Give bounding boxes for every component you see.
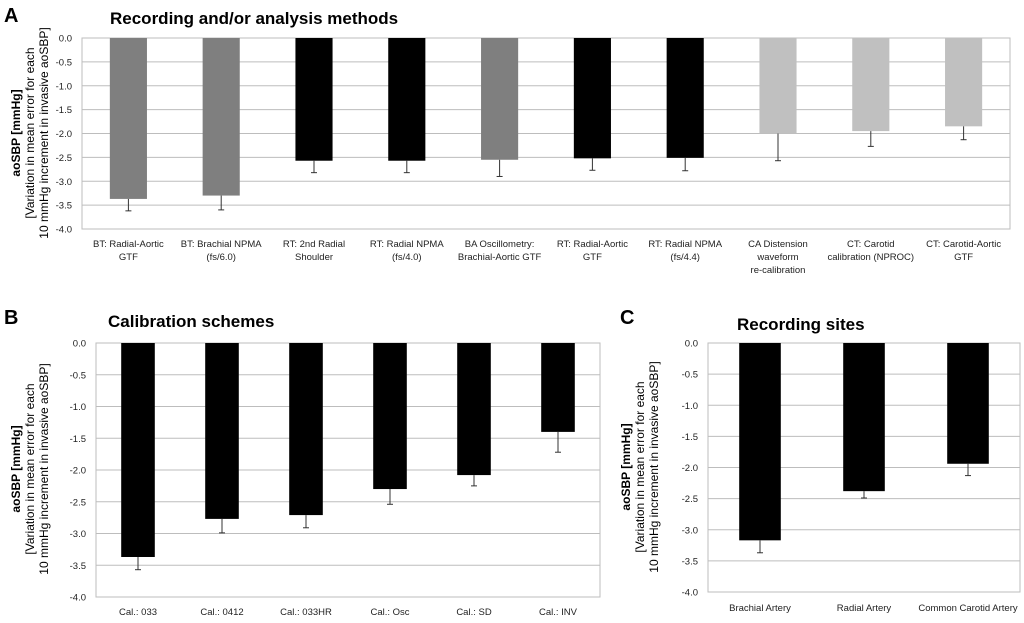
x-category-label: Cal.: 0412 — [200, 607, 243, 618]
y-tick-label: -4.0 — [70, 593, 86, 604]
y-axis-label-main-b: aoSBP [mmHg] — [9, 425, 23, 512]
y-tick-label: -3.5 — [70, 561, 86, 572]
bar — [373, 343, 407, 490]
plot-frame — [81, 37, 1011, 230]
y-tick-label: -2.0 — [56, 129, 72, 140]
x-category-label: RT: Radial NPMA (fs/4.4) — [648, 239, 722, 263]
x-category-label: Common Carotid Artery — [918, 603, 1018, 614]
plot-area-c: 0.0 -0.5 -1.0 -1.5 -2.0 -2.5 -3.0 -3.5 -4.0 Brach… — [682, 339, 1021, 614]
panel-letter-c: C — [620, 307, 634, 329]
bar — [289, 343, 323, 516]
bar — [945, 38, 983, 127]
bar — [947, 343, 989, 464]
panel-letter-b: B — [4, 307, 18, 329]
y-axis-label-line2-c: 10 mmHg increment in invasive aoSBP] — [647, 361, 661, 572]
y-axis-label-line1-a: [Variation in mean error for each — [23, 47, 37, 218]
y-tick-label: -2.0 — [70, 466, 86, 477]
chart-title-b: Calibration schemes — [108, 312, 274, 331]
y-tick-label: -3.5 — [56, 201, 72, 212]
x-category-label: CT: Carotid-Aortic GTF — [926, 239, 1001, 263]
bar — [666, 38, 704, 158]
bar — [388, 38, 426, 161]
y-axis-label-line2-b: 10 mmHg increment in invasive aoSBP] — [37, 363, 51, 574]
y-tick-label: 0.0 — [73, 339, 86, 350]
y-tick-label: -2.5 — [70, 497, 86, 508]
y-axis-label-c: aoSBP [mmHg] [Variation in mean error fo… — [619, 361, 661, 572]
chart-title-c: Recording sites — [737, 315, 865, 334]
x-category-label: RT: Radial NPMA (fs/4.0) — [370, 239, 444, 263]
bar — [205, 343, 239, 519]
x-category-label: BA Oscillometry: Brachial-Aortic GTF — [458, 239, 542, 263]
y-tick-label: -3.0 — [682, 525, 698, 536]
x-category-label: Brachial Artery — [729, 603, 791, 614]
bar — [481, 38, 519, 160]
y-axis-label-a: aoSBP [mmHg] [Variation in mean error fo… — [9, 27, 51, 238]
bar — [852, 38, 890, 132]
panel-letter-a: A — [4, 5, 18, 27]
bar — [843, 343, 885, 492]
x-category-label: Cal.: 033 — [119, 607, 157, 618]
y-tick-label: -4.0 — [56, 225, 72, 236]
y-axis-label-main-a: aoSBP [mmHg] — [9, 89, 23, 176]
x-category-label: Cal.: 033HR — [280, 607, 332, 618]
y-tick-label: -2.5 — [56, 153, 72, 164]
y-axis-label-b: aoSBP [mmHg] [Variation in mean error fo… — [9, 363, 51, 574]
bar — [121, 343, 155, 557]
y-tick-label: -1.0 — [56, 81, 72, 92]
y-axis-label-line1-b: [Variation in mean error for each — [23, 383, 37, 554]
y-tick-label: -1.5 — [682, 432, 698, 443]
bar — [109, 38, 147, 199]
y-tick-label: -1.0 — [682, 401, 698, 412]
y-tick-label: -1.0 — [70, 402, 86, 413]
plot-frame — [95, 342, 601, 598]
bar — [739, 343, 781, 541]
x-category-label: Cal.: INV — [539, 607, 578, 618]
y-tick-label: -4.0 — [682, 588, 698, 599]
x-category-label: CA Distension waveform re-calibration — [748, 239, 808, 276]
y-axis-label-line2-a: 10 mmHg increment in invasive aoSBP] — [37, 27, 51, 238]
y-tick-label: -3.0 — [70, 529, 86, 540]
bar — [295, 38, 333, 161]
y-tick-label: 0.0 — [59, 34, 72, 45]
y-tick-label: -2.5 — [682, 494, 698, 505]
y-tick-label: -0.5 — [682, 370, 698, 381]
chart-title-a: Recording and/or analysis methods — [110, 9, 398, 28]
panel-a: A Recording and/or analysis methods aoSB… — [4, 5, 1011, 276]
y-tick-label: -0.5 — [70, 370, 86, 381]
x-category-label: Cal.: Osc — [370, 607, 409, 618]
x-category-label: Cal.: SD — [456, 607, 492, 618]
y-axis-label-line1-c: [Variation in mean error for each — [633, 381, 647, 552]
bar — [457, 343, 491, 476]
x-category-label: BT: Brachial NPMA (fs/6.0) — [181, 239, 262, 263]
plot-area-a: 0.0 -0.5 -1.0 -1.5 -2.0 -2.5 -3.0 -3.5 -4.0 BT: R… — [56, 34, 1011, 276]
y-tick-label: -3.0 — [56, 177, 72, 188]
y-tick-label: -2.0 — [682, 463, 698, 474]
plot-area-b: 0.0 -0.5 -1.0 -1.5 -2.0 -2.5 -3.0 -3.5 -4.0 Cal.:… — [70, 339, 601, 618]
y-tick-label: -1.5 — [56, 105, 72, 116]
bar — [573, 38, 611, 159]
y-tick-label: -3.5 — [682, 556, 698, 567]
x-category-label: CT: Carotid calibration (NPROC) — [828, 239, 915, 263]
x-category-label: Radial Artery — [837, 603, 892, 614]
x-category-label: RT: 2nd Radial Shoulder — [283, 239, 345, 263]
x-category-label: RT: Radial-Aortic GTF — [557, 239, 628, 263]
bar — [541, 343, 575, 432]
bar — [202, 38, 240, 196]
y-axis-label-main-c: aoSBP [mmHg] — [619, 423, 633, 510]
bar — [759, 38, 797, 134]
x-category-label: BT: Radial-Aortic GTF — [93, 239, 164, 263]
y-tick-label: -1.5 — [70, 434, 86, 445]
y-tick-label: -0.5 — [56, 57, 72, 68]
y-tick-label: 0.0 — [685, 339, 698, 350]
panel-c: C Recording sites aoSBP [mmHg] [Variatio… — [619, 307, 1021, 614]
panel-b: B Calibration schemes aoSBP [mmHg] [Vari… — [4, 307, 601, 618]
